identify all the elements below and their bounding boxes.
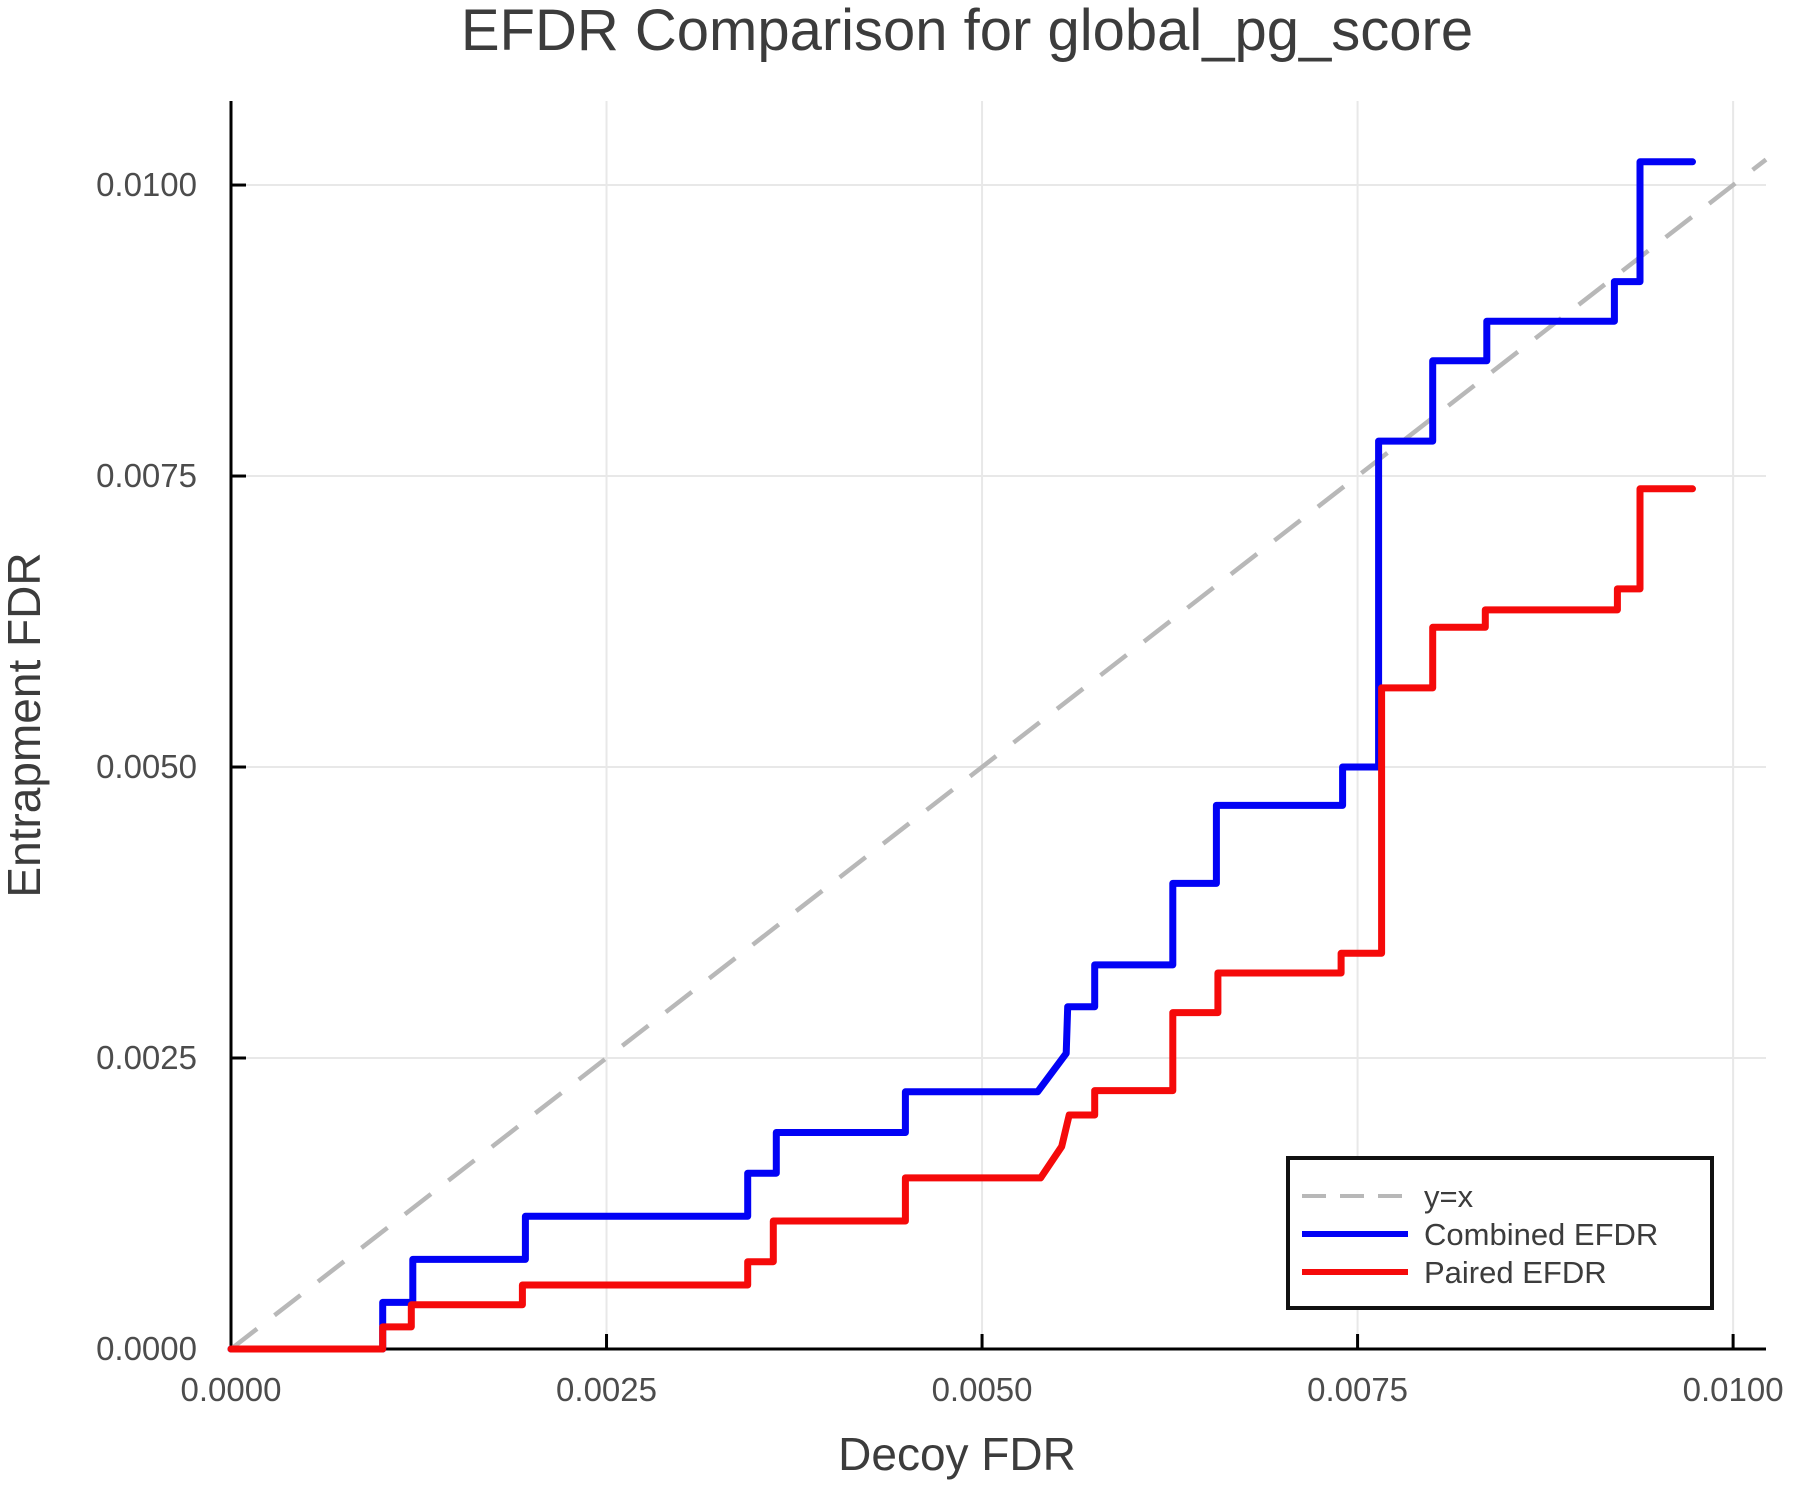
x-axis-label: Decoy FDR — [838, 1428, 1076, 1480]
x-tick-label: 0.0000 — [181, 1371, 282, 1408]
paired-efdr-line — [227, 485, 1696, 1353]
axis-layer — [229, 101, 1766, 1351]
legend-item-label: Paired EFDR — [1424, 1255, 1607, 1290]
x-tick-label: 0.0025 — [556, 1371, 657, 1408]
series-layer — [227, 158, 1696, 1353]
y-tick-label: 0.0100 — [96, 166, 197, 203]
combined-efdr-line — [227, 158, 1696, 1353]
y-axis-label: Entrapment FDR — [0, 552, 50, 897]
y-tick-label: 0.0075 — [96, 457, 197, 494]
legend-item-label: y=x — [1424, 1179, 1474, 1214]
tick-label-layer: 0.0000 0.0025 0.0050 0.0075 0.0100 0.0000 0.00… — [96, 166, 1784, 1408]
grid-layer — [231, 101, 1766, 1349]
y-tick-label: 0.0000 — [96, 1330, 197, 1367]
legend-item-label: Combined EFDR — [1424, 1217, 1658, 1252]
y-equals-x-line — [229, 157, 1768, 1351]
y-tick-label: 0.0050 — [96, 748, 197, 785]
x-tick-label: 0.0100 — [1683, 1371, 1784, 1408]
y-tick-label: 0.0025 — [96, 1039, 197, 1076]
chart-title: EFDR Comparison for global_pg_score — [461, 0, 1473, 63]
reference-line-layer — [229, 157, 1768, 1351]
x-tick-label: 0.0050 — [932, 1371, 1033, 1408]
x-tick-label: 0.0075 — [1307, 1371, 1408, 1408]
